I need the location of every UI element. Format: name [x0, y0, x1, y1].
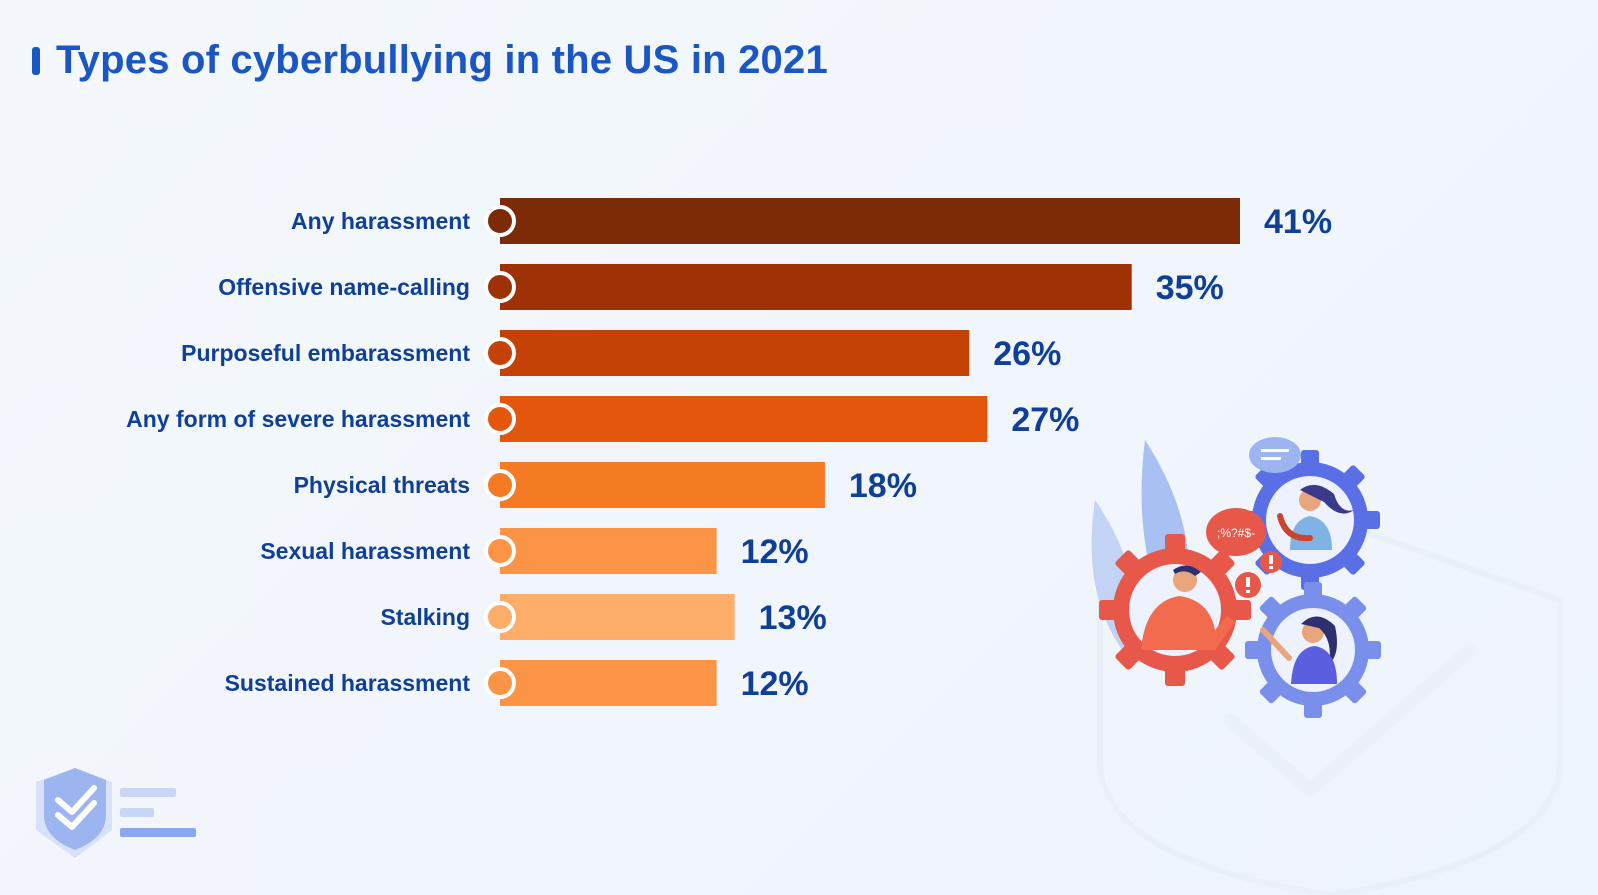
bar-marker-dot — [484, 403, 516, 435]
category-label: Physical threats — [294, 472, 470, 498]
bar-marker-dot — [484, 535, 516, 567]
value-label: 27% — [1011, 401, 1079, 439]
background-watermark-icon — [1097, 516, 1563, 895]
bar — [500, 462, 825, 508]
category-label: Purposeful embarassment — [181, 340, 470, 366]
exclamation-icon — [1260, 551, 1282, 573]
value-label: 13% — [759, 599, 827, 637]
exclamation-icon — [1235, 572, 1261, 598]
bar-series: Any harassment 41% Offensive name-calling 3… — [126, 198, 1332, 706]
bar-marker-dot — [484, 205, 516, 237]
value-label: 12% — [741, 665, 809, 703]
shield-check-icon — [36, 768, 196, 858]
title-accent-bar — [32, 46, 40, 75]
bar-marker-dot — [484, 601, 516, 633]
category-label: Stalking — [381, 604, 470, 630]
category-label: Sexual harassment — [260, 538, 470, 564]
bar-marker-dot — [484, 469, 516, 501]
bar — [500, 264, 1132, 310]
category-label: Any form of severe harassment — [126, 406, 470, 432]
chart-title: Types of cyberbullying in the US in 2021 — [56, 38, 828, 82]
bar — [500, 330, 970, 376]
bar — [500, 594, 735, 640]
angry-bubble-text: ;%?#$- — [1217, 526, 1255, 540]
value-label: 41% — [1264, 203, 1332, 241]
bar — [500, 396, 988, 442]
value-label: 26% — [993, 335, 1061, 373]
gear-people-illustration: ;%?#$- — [1091, 437, 1381, 718]
bar — [500, 528, 717, 574]
bar-marker-dot — [484, 667, 516, 699]
category-label: Any harassment — [291, 208, 470, 234]
bar — [500, 660, 717, 706]
value-label: 18% — [849, 467, 917, 505]
value-label: 35% — [1156, 269, 1224, 307]
category-label: Sustained harassment — [225, 670, 471, 696]
title-block: Types of cyberbullying in the US in 2021 — [32, 38, 828, 83]
category-label: Offensive name-calling — [218, 274, 470, 300]
bar-marker-dot — [484, 337, 516, 369]
bar-marker-dot — [484, 271, 516, 303]
bar — [500, 198, 1240, 244]
value-label: 12% — [741, 533, 809, 571]
